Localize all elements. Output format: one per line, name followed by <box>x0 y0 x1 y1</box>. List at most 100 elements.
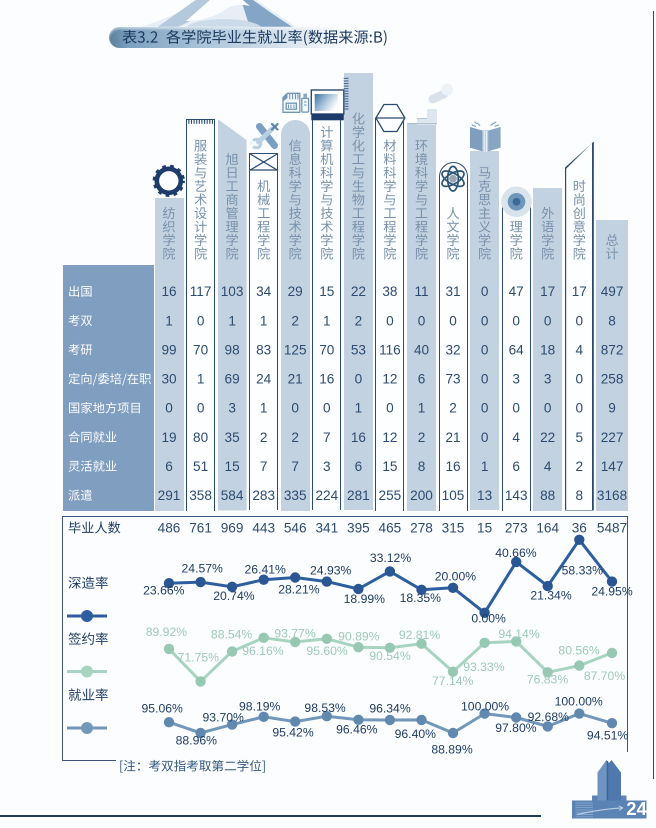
svg-text:92.81%: 92.81% <box>399 628 440 642</box>
svg-text:47: 47 <box>509 284 524 299</box>
svg-text:16: 16 <box>319 372 334 387</box>
svg-text:0: 0 <box>544 313 552 328</box>
svg-text:87.70%: 87.70% <box>584 669 625 683</box>
svg-text:0: 0 <box>512 401 520 416</box>
svg-text:227: 227 <box>601 430 624 445</box>
svg-text:96.40%: 96.40% <box>395 727 436 741</box>
svg-text:147: 147 <box>601 459 624 474</box>
svg-text:93.77%: 93.77% <box>274 627 315 641</box>
svg-text:40.66%: 40.66% <box>495 546 536 560</box>
svg-text:0: 0 <box>576 313 584 328</box>
svg-text:32: 32 <box>445 342 460 357</box>
svg-text:53: 53 <box>351 342 366 357</box>
svg-text:70: 70 <box>319 342 335 357</box>
svg-text:315: 315 <box>442 521 465 536</box>
svg-text:3: 3 <box>512 372 520 387</box>
svg-text:89.92%: 89.92% <box>146 625 187 639</box>
svg-text:335: 335 <box>284 488 307 503</box>
svg-text:5: 5 <box>576 430 584 445</box>
svg-text:1: 1 <box>260 313 268 328</box>
svg-text:92.68%: 92.68% <box>528 710 569 724</box>
svg-text:105: 105 <box>442 488 465 503</box>
svg-text:283: 283 <box>252 488 275 503</box>
svg-text:486: 486 <box>158 521 181 536</box>
svg-text:125: 125 <box>284 342 307 357</box>
svg-text:80: 80 <box>193 430 209 445</box>
svg-text:2: 2 <box>260 430 268 445</box>
svg-text:6: 6 <box>355 459 363 474</box>
svg-text:0.00%: 0.00% <box>471 612 506 626</box>
svg-text:0: 0 <box>197 401 205 416</box>
svg-text:90.54%: 90.54% <box>369 649 410 663</box>
svg-text:0: 0 <box>291 401 299 416</box>
svg-text:1: 1 <box>481 459 489 474</box>
svg-text:2: 2 <box>576 459 584 474</box>
svg-text:0: 0 <box>544 401 552 416</box>
svg-text:1: 1 <box>228 313 236 328</box>
svg-text:0: 0 <box>449 313 457 328</box>
svg-text:2: 2 <box>291 430 299 445</box>
svg-text:96.34%: 96.34% <box>369 702 410 716</box>
svg-text:4: 4 <box>512 430 520 445</box>
svg-text:0: 0 <box>481 313 489 328</box>
svg-text:21.34%: 21.34% <box>530 588 571 602</box>
svg-text:3: 3 <box>323 459 331 474</box>
svg-text:21: 21 <box>288 372 303 387</box>
svg-text:341: 341 <box>315 521 338 536</box>
svg-text:358: 358 <box>189 488 212 503</box>
svg-text:0: 0 <box>576 401 584 416</box>
svg-text:5487: 5487 <box>597 521 627 536</box>
svg-text:200: 200 <box>410 488 433 503</box>
svg-text:95.60%: 95.60% <box>306 644 347 658</box>
svg-text:4: 4 <box>544 459 552 474</box>
svg-text:143: 143 <box>505 488 528 503</box>
svg-text:73: 73 <box>445 372 460 387</box>
svg-text:281: 281 <box>347 488 370 503</box>
svg-text:2: 2 <box>291 313 299 328</box>
svg-text:90.89%: 90.89% <box>338 629 379 643</box>
svg-text:96.46%: 96.46% <box>336 723 377 737</box>
svg-text:23.66%: 23.66% <box>143 583 184 597</box>
svg-text:38: 38 <box>382 284 397 299</box>
svg-text:19: 19 <box>161 430 176 445</box>
svg-text:0: 0 <box>323 401 331 416</box>
svg-text:100.00%: 100.00% <box>555 695 603 709</box>
svg-text:83: 83 <box>256 342 271 357</box>
svg-text:224: 224 <box>315 488 338 503</box>
svg-text:16: 16 <box>445 459 460 474</box>
svg-text:21: 21 <box>445 430 460 445</box>
svg-text:0: 0 <box>481 372 489 387</box>
svg-text:273: 273 <box>505 521 528 536</box>
svg-text:0: 0 <box>418 313 426 328</box>
svg-text:9: 9 <box>608 401 616 416</box>
svg-text:35: 35 <box>225 430 240 445</box>
svg-text:93.33%: 93.33% <box>463 660 504 674</box>
svg-text:584: 584 <box>221 488 244 503</box>
svg-text:28.21%: 28.21% <box>278 583 319 597</box>
svg-text:1: 1 <box>418 401 426 416</box>
svg-text:15: 15 <box>319 284 334 299</box>
svg-text:70: 70 <box>193 342 209 357</box>
svg-text:0: 0 <box>197 313 205 328</box>
svg-text:51: 51 <box>193 459 208 474</box>
svg-text:36: 36 <box>572 521 587 536</box>
svg-text:103: 103 <box>221 284 244 299</box>
svg-text:88.89%: 88.89% <box>431 742 472 756</box>
svg-text:13: 13 <box>477 488 492 503</box>
svg-text:395: 395 <box>347 521 370 536</box>
svg-text:16: 16 <box>161 284 176 299</box>
svg-text:24: 24 <box>626 798 647 819</box>
svg-text:98: 98 <box>225 342 240 357</box>
svg-text:0: 0 <box>355 372 363 387</box>
svg-text:6: 6 <box>165 459 173 474</box>
svg-text:0: 0 <box>576 372 584 387</box>
svg-text:94.51%: 94.51% <box>587 729 628 743</box>
svg-text:2: 2 <box>449 401 457 416</box>
svg-text:497: 497 <box>601 284 624 299</box>
svg-text:12: 12 <box>382 372 397 387</box>
svg-text:0: 0 <box>481 284 489 299</box>
svg-text:15: 15 <box>477 521 492 536</box>
svg-text:872: 872 <box>601 342 624 357</box>
svg-text:20.74%: 20.74% <box>213 589 254 603</box>
svg-text:95.42%: 95.42% <box>272 725 313 739</box>
